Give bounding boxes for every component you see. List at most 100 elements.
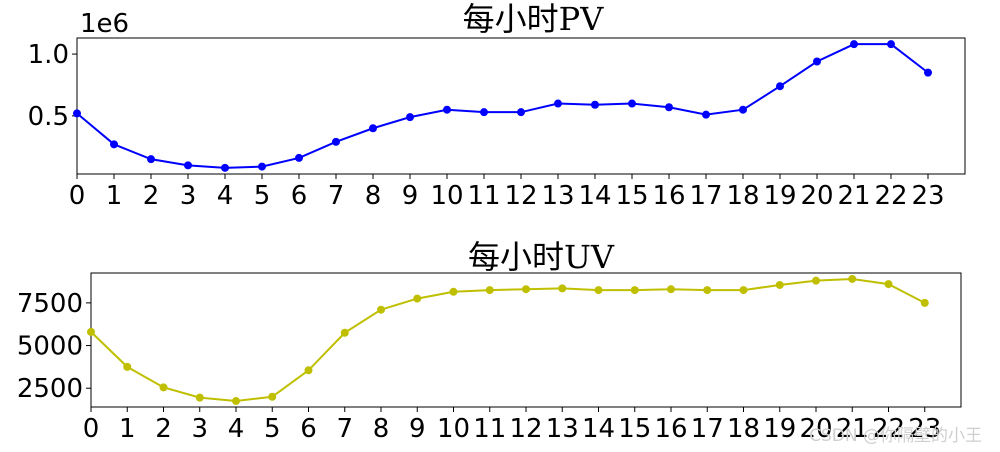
pv-x-tick-label: 12 — [504, 181, 537, 211]
uv-data-point — [87, 327, 95, 336]
pv-series-line — [76, 43, 929, 169]
uv-data-point — [123, 362, 132, 371]
uv-x-tick-label: 22 — [872, 414, 905, 444]
uv-x-tick-label: 6 — [300, 414, 317, 444]
uv-x-tick-label: 21 — [836, 414, 869, 444]
uv-data-point — [775, 280, 784, 289]
uv-x-tick-label: 16 — [654, 414, 687, 444]
pv-data-point — [184, 161, 192, 170]
pv-x-tick-label: 1 — [106, 181, 123, 211]
pv-x-tick-label: 15 — [615, 181, 648, 211]
uv-data-point — [232, 397, 240, 406]
pv-data-point — [480, 108, 488, 117]
uv-x-tick-label: 14 — [582, 414, 615, 444]
uv-x-tick-label: 4 — [228, 414, 245, 444]
pv-x-tick-label: 21 — [837, 181, 870, 211]
uv-x-tick-label: 18 — [727, 414, 760, 444]
uv-data-point — [594, 286, 603, 295]
uv-data-point — [703, 286, 712, 295]
uv-data-point — [884, 280, 893, 289]
uv-data-point — [522, 285, 530, 294]
uv-x-tick-label: 23 — [908, 414, 941, 444]
uv-x-tick-label: 10 — [437, 414, 470, 444]
pv-data-point — [924, 68, 932, 77]
pv-offset-text: 1e6 — [80, 9, 129, 39]
pv-data-point — [591, 100, 599, 109]
uv-x-tick-label: 9 — [409, 414, 426, 444]
uv-x-ticks: 0 1 2 3 4 5 6 7 8 9 10 11 12 13 14 15 16 17 18 19 20 21 22 23 — [83, 407, 941, 444]
pv-title: 每小时PV — [463, 0, 605, 38]
pv-data-point — [332, 137, 340, 146]
pv-x-tick-label: 18 — [726, 181, 759, 211]
uv-data-point — [920, 298, 929, 307]
pv-x-tick-label: 5 — [254, 181, 271, 211]
pv-x-tick-label: 13 — [541, 181, 574, 211]
pv-x-tick-label: 19 — [763, 181, 796, 211]
pv-data-point — [887, 40, 895, 49]
pv-x-tick-label: 16 — [652, 181, 685, 211]
uv-data-point — [159, 383, 168, 392]
pv-data-point — [776, 82, 784, 91]
pv-x-tick-label: 0 — [69, 181, 86, 211]
pv-x-tick-label: 23 — [911, 181, 944, 211]
uv-data-point — [848, 274, 857, 283]
pv-data-point — [73, 109, 81, 118]
uv-data-point — [630, 286, 639, 295]
uv-x-tick-label: 8 — [373, 414, 390, 444]
uv-data-point — [667, 285, 675, 294]
uv-data-point — [377, 305, 385, 314]
pv-data-point — [517, 108, 525, 117]
pv-data-point — [369, 124, 377, 133]
pv-data-point — [258, 162, 266, 171]
uv-y-tick-label: 7500 — [17, 289, 83, 319]
pv-x-tick-label: 4 — [217, 181, 234, 211]
pv-data-point — [406, 113, 414, 122]
pv-data-point — [850, 40, 858, 49]
watermark: CSDN @你隔壁的小王 — [809, 426, 982, 446]
uv-x-tick-label: 20 — [799, 414, 832, 444]
uv-x-tick-label: 3 — [191, 414, 208, 444]
pv-series — [73, 40, 932, 172]
uv-x-tick-label: 13 — [546, 414, 579, 444]
uv-data-point — [485, 286, 494, 295]
pv-x-tick-label: 22 — [874, 181, 907, 211]
uv-x-tick-label: 5 — [264, 414, 281, 444]
pv-x-tick-label: 9 — [402, 181, 419, 211]
uv-title: 每小时UV — [468, 238, 615, 276]
pv-data-point — [813, 57, 821, 66]
pv-data-point — [739, 105, 747, 114]
pv-data-point — [554, 99, 562, 108]
uv-data-point — [195, 393, 204, 402]
pv-data-point — [147, 155, 155, 164]
uv-data-point — [812, 276, 820, 285]
uv-series — [87, 274, 929, 406]
pv-x-tick-label: 7 — [328, 181, 345, 211]
pv-data-point — [628, 99, 636, 108]
uv-data-point — [739, 286, 748, 295]
pv-x-tick-label: 10 — [430, 181, 463, 211]
pv-data-point — [295, 153, 303, 162]
pv-x-tick-label: 17 — [689, 181, 722, 211]
uv-data-point — [304, 366, 313, 375]
uv-x-tick-label: 12 — [509, 414, 542, 444]
pv-data-point — [702, 110, 710, 119]
uv-data-point — [413, 294, 422, 303]
pv-data-point — [443, 105, 451, 114]
pv-x-tick-label: 20 — [800, 181, 833, 211]
uv-x-tick-label: 2 — [155, 414, 172, 444]
uv-data-point — [340, 328, 349, 337]
pv-y-tick-label: 1.0 — [28, 40, 69, 70]
uv-x-tick-label: 19 — [763, 414, 796, 444]
uv-x-tick-label: 1 — [119, 414, 136, 444]
pv-x-ticks: 0 1 2 3 4 5 6 7 8 9 10 11 12 13 14 15 16 17 18 19 20 21 22 23 — [69, 174, 945, 211]
uv-x-tick-label: 0 — [83, 414, 100, 444]
pv-data-point — [221, 163, 229, 172]
uv-x-tick-label: 11 — [473, 414, 506, 444]
pv-data-point — [665, 103, 673, 112]
uv-y-ticks: 2500 5000 7500 — [17, 289, 91, 404]
uv-x-tick-label: 15 — [618, 414, 651, 444]
uv-data-point — [558, 284, 567, 293]
uv-series-line — [90, 277, 926, 403]
pv-x-tick-label: 6 — [291, 181, 308, 211]
